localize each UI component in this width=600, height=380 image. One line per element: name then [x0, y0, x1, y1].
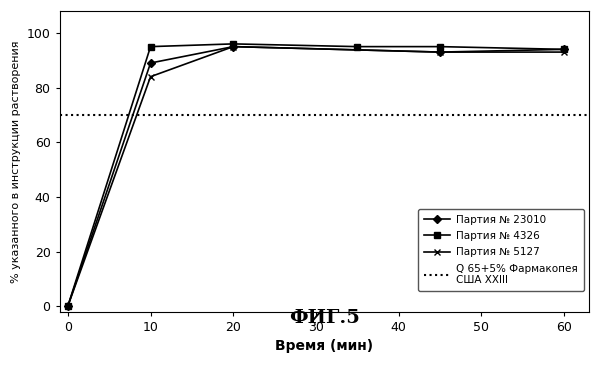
Партия № 23010	[560, 47, 568, 52]
Q 65+5% Фармакопея
США XXIII	[64, 112, 71, 117]
Партия № 4326	[436, 44, 443, 49]
Партия № 23010	[436, 50, 443, 54]
Партия № 23010	[230, 44, 237, 49]
Партия № 4326	[354, 44, 361, 49]
Legend: Партия № 23010, Партия № 4326, Партия № 5127, Q 65+5% Фармакопея
США XXIII: Партия № 23010, Партия № 4326, Партия № …	[418, 209, 584, 291]
Line: Партия № 4326: Партия № 4326	[65, 41, 567, 309]
Line: Партия № 5127: Партия № 5127	[64, 43, 568, 310]
Партия № 5127	[230, 44, 237, 49]
Партия № 4326	[64, 304, 71, 309]
Партия № 5127	[147, 74, 154, 79]
Q 65+5% Фармакопея
США XXIII	[73, 112, 80, 117]
X-axis label: Время (мин): Время (мин)	[275, 339, 373, 353]
Y-axis label: % указанного в инструкции растворения: % указанного в инструкции растворения	[11, 40, 21, 283]
Партия № 4326	[230, 42, 237, 46]
Партия № 23010	[64, 304, 71, 309]
Партия № 4326	[147, 44, 154, 49]
Line: Партия № 23010: Партия № 23010	[65, 44, 567, 309]
Партия № 5127	[436, 50, 443, 54]
Партия № 5127	[64, 304, 71, 309]
Партия № 4326	[560, 47, 568, 52]
Партия № 23010	[147, 61, 154, 65]
Партия № 5127	[560, 50, 568, 54]
Text: ФИГ.5: ФИГ.5	[289, 309, 359, 327]
